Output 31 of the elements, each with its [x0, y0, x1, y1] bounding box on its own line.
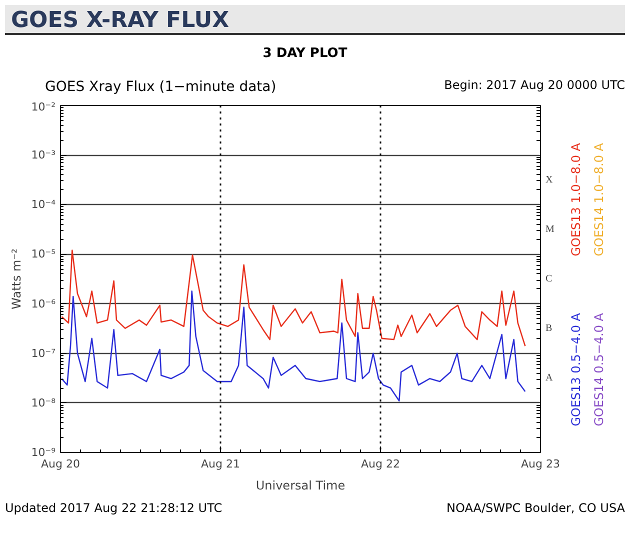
text: A — [546, 372, 554, 384]
text: GOES13 1.0−8.0 A — [568, 143, 584, 257]
chart-subtitle: 3 DAY PLOT — [262, 45, 348, 63]
text: Begin: 2017 Aug 20 0000 UTC — [444, 77, 625, 94]
y-tick-label: 10⁻⁷ — [31, 346, 56, 360]
y-tick-label: 10⁻⁵ — [31, 248, 56, 261]
text: M — [546, 224, 554, 235]
x-tick-label: Aug 21 — [201, 458, 240, 470]
legend-label: GOES14 0.5−4.0 A — [591, 313, 608, 427]
chart-title: GOES X-RAY FLUX — [11, 7, 230, 35]
line-series — [60, 250, 526, 347]
y-tick-label: 10⁻⁶ — [31, 297, 56, 310]
text: GOES13 0.5−4.0 A — [568, 313, 584, 427]
y-tick-label: 10⁻⁹ — [31, 446, 56, 459]
text: X — [546, 174, 554, 186]
text: GOES Xray Flux (1−minute data) — [45, 78, 276, 97]
text: Updated 2017 Aug 22 21:28:12 UTC — [5, 500, 222, 517]
x-axis-title: Universal Time — [256, 478, 346, 492]
x-tick-label: Aug 22 — [361, 458, 400, 470]
x-tick-label: Aug 20 — [41, 458, 80, 470]
y-axis-title: Watts m⁻² — [9, 248, 24, 310]
text: NOAA/SWPC Boulder, CO USA — [446, 500, 625, 517]
line-series — [60, 290, 526, 402]
y-tick-label: 10⁻⁴ — [31, 198, 56, 212]
y-tick-label: 10⁻³ — [31, 148, 56, 162]
y-tick-label: 10⁻⁸ — [31, 396, 56, 410]
text: C — [546, 274, 552, 284]
x-tick-label: Aug 23 — [521, 458, 560, 470]
legend-label: GOES14 1.0−8.0 A — [591, 143, 608, 257]
y-tick-label: 10⁻² — [31, 100, 56, 114]
text: B — [546, 323, 552, 334]
